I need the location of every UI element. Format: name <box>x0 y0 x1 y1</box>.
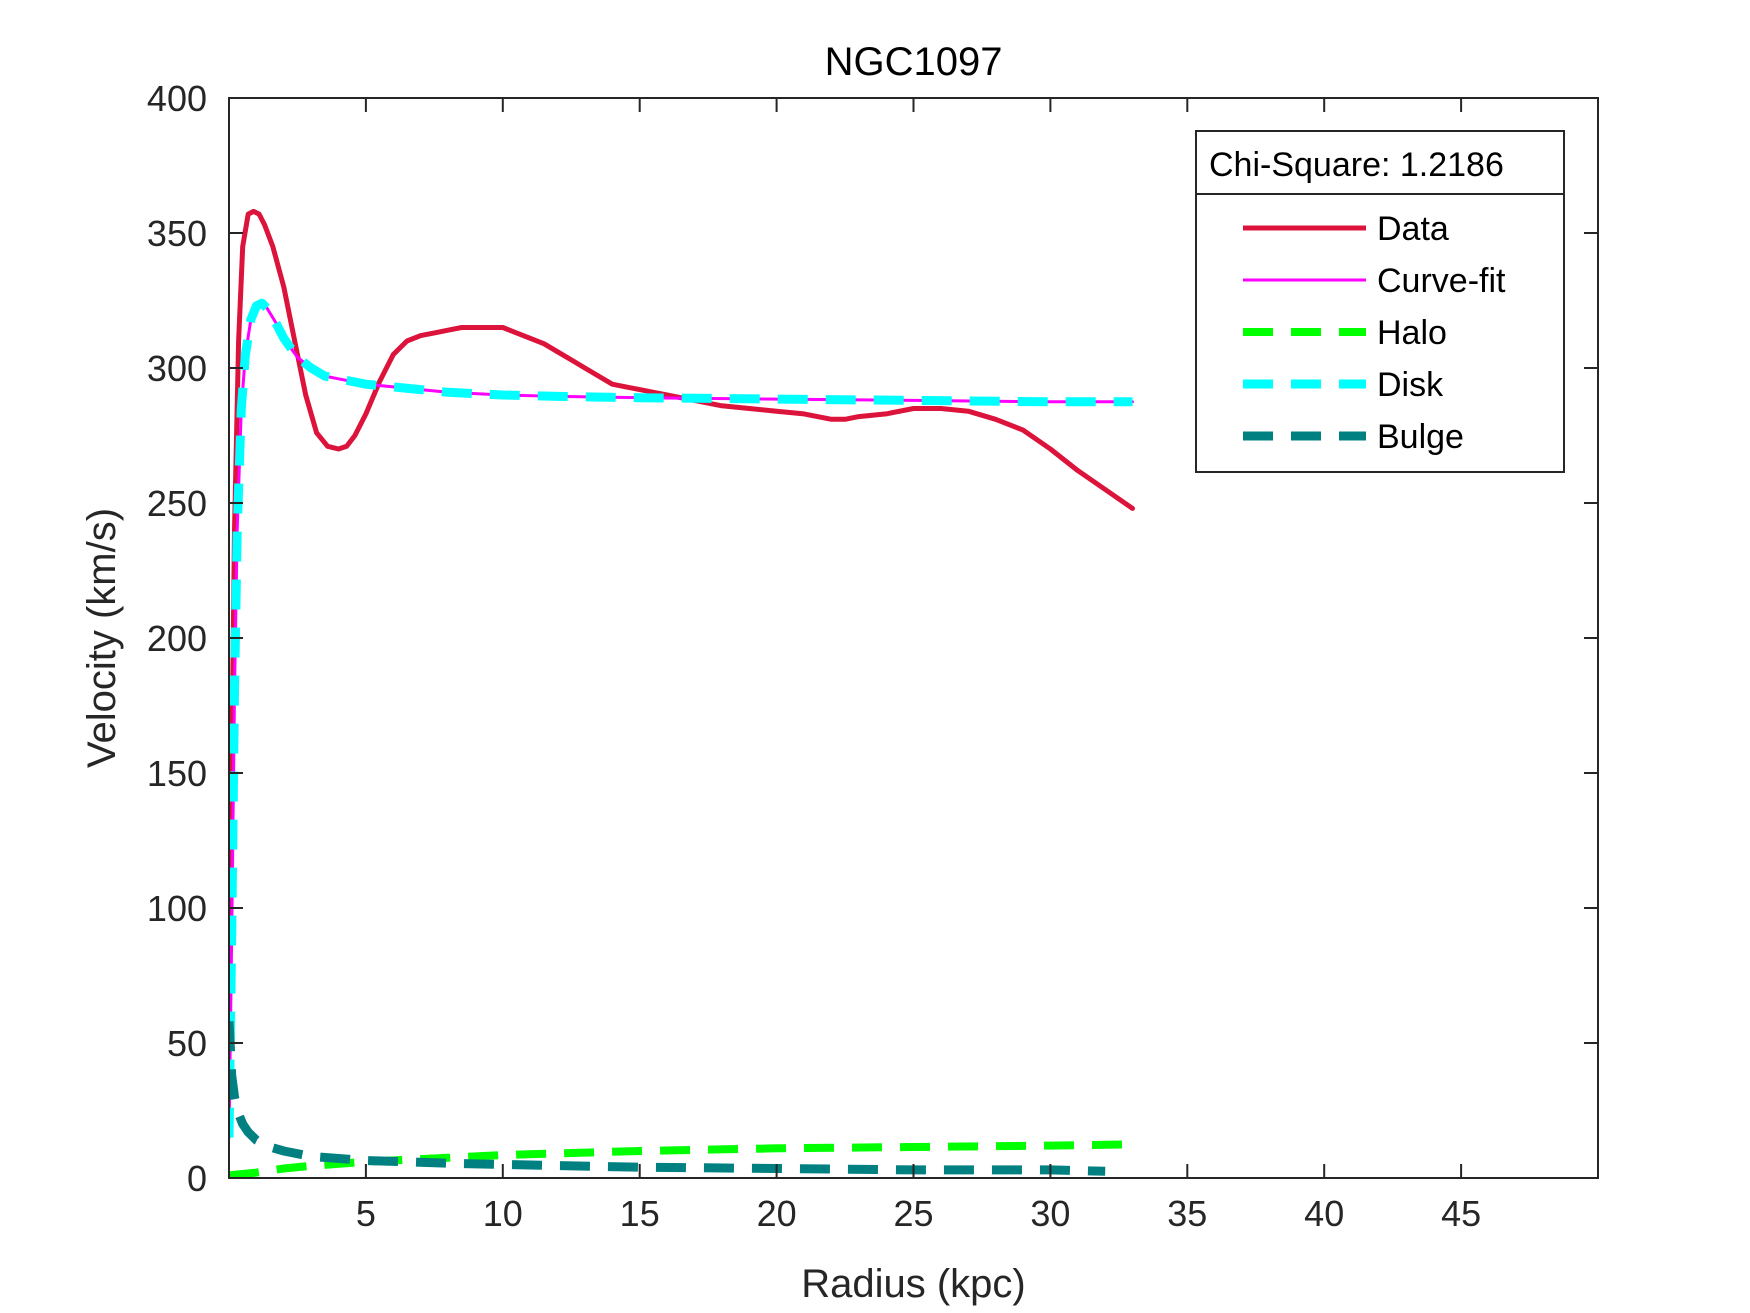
y-tick-label: 50 <box>167 1023 207 1064</box>
axes-layer: 5 10 15 20 25 30 35 40 45 0 50 100 150 200 250 300 350 40… <box>147 78 1599 1234</box>
x-tick-label: 25 <box>893 1193 933 1234</box>
y-axis-label: Velocity (km/s) <box>80 508 124 768</box>
legend-box <box>1195 130 1565 473</box>
y-tick-label: 100 <box>147 888 207 929</box>
y-tick-label: 300 <box>147 348 207 389</box>
legend-entries: Data Curve-fit Halo Disk Bulge <box>1243 210 1506 456</box>
series-line-halo <box>229 1140 1133 1178</box>
series-layer <box>229 208 1135 1178</box>
legend-label: Bulge <box>1377 418 1464 456</box>
x-tick-label: 35 <box>1167 1193 1207 1234</box>
chart-title: NGC1097 <box>825 40 1003 84</box>
x-tick-label: 10 <box>483 1193 523 1234</box>
y-tick-label: 0 <box>187 1158 207 1199</box>
x-tick-label: 30 <box>1030 1193 1070 1234</box>
y-tick-label: 150 <box>147 753 207 794</box>
legend-label: Data <box>1377 210 1449 248</box>
x-tick-label: 40 <box>1304 1193 1344 1234</box>
x-tick-label: 45 <box>1441 1193 1481 1234</box>
y-tick-label: 400 <box>147 78 207 119</box>
legend-label: Disk <box>1377 366 1444 404</box>
legend-header: Chi-Square: 1.2186 <box>1209 146 1504 184</box>
series-line-disk <box>229 298 1133 1138</box>
legend: Chi-Square: 1.2186 Data Curve-fit Halo Disk… <box>1195 130 1565 473</box>
x-axis-label: Radius (kpc) <box>801 1262 1026 1306</box>
legend-label: Halo <box>1377 314 1447 352</box>
legend-label: Curve-fit <box>1377 262 1506 300</box>
x-tick-label: 15 <box>620 1193 660 1234</box>
x-tick-label: 20 <box>757 1193 797 1234</box>
y-tick-label: 350 <box>147 213 207 254</box>
y-tick-label: 250 <box>147 483 207 524</box>
x-tick-label: 5 <box>356 1193 376 1234</box>
series-line-data <box>229 208 1135 1059</box>
y-tick-label: 200 <box>147 618 207 659</box>
